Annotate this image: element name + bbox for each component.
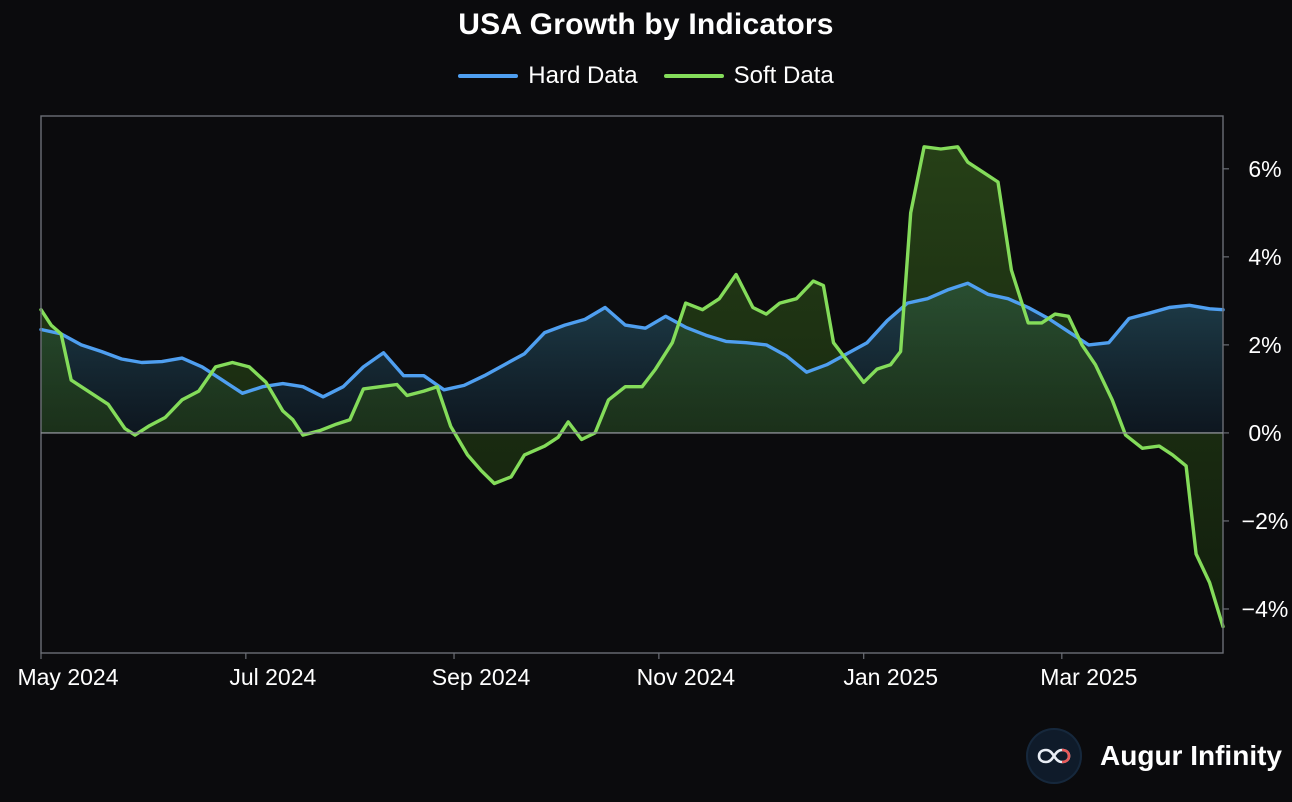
- x-tick-label: May 2024: [17, 664, 118, 690]
- legend-swatch-soft: [663, 74, 724, 78]
- y-tick-label: −2%: [1242, 508, 1289, 534]
- plot-border: [40, 115, 1224, 654]
- series-lines: [39, 145, 1225, 629]
- plot-frame: [40, 115, 1224, 654]
- series-line-hard: [39, 281, 1225, 399]
- x-tick-label: Mar 2025: [1040, 664, 1137, 690]
- x-tick-label: Nov 2024: [637, 664, 736, 690]
- legend-item-soft: Soft Data: [663, 62, 834, 90]
- x-tick-label: Jan 2025: [843, 664, 938, 690]
- x-tick-label: Jul 2024: [229, 664, 316, 690]
- legend-item-hard: Hard Data: [458, 62, 638, 90]
- legend-label-hard: Hard Data: [528, 62, 638, 89]
- y-axis: 6% 4% 2% 0% −2% −4%: [1223, 156, 1288, 622]
- legend-label-soft: Soft Data: [733, 62, 834, 89]
- y-tick-label: 6%: [1248, 156, 1281, 182]
- y-tick-label: 2%: [1248, 332, 1281, 358]
- brand-logo: Augur Infinity: [1026, 728, 1282, 784]
- series-line-soft: [39, 145, 1225, 629]
- legend-swatch-hard: [458, 74, 519, 78]
- brand-name: Augur Infinity: [1100, 740, 1282, 771]
- chart-legend: Hard Data Soft Data: [0, 62, 1292, 90]
- chart-title: USA Growth by Indicators: [458, 8, 834, 41]
- infinity-logo-icon: [1026, 728, 1083, 784]
- x-tick-label: Sep 2024: [432, 664, 531, 690]
- x-axis: May 2024 Jul 2024 Sep 2024 Nov 2024 Jan 2025…: [17, 653, 1137, 690]
- y-tick-label: 0%: [1248, 420, 1281, 446]
- y-tick-label: −4%: [1242, 596, 1289, 622]
- y-tick-label: 4%: [1248, 244, 1281, 270]
